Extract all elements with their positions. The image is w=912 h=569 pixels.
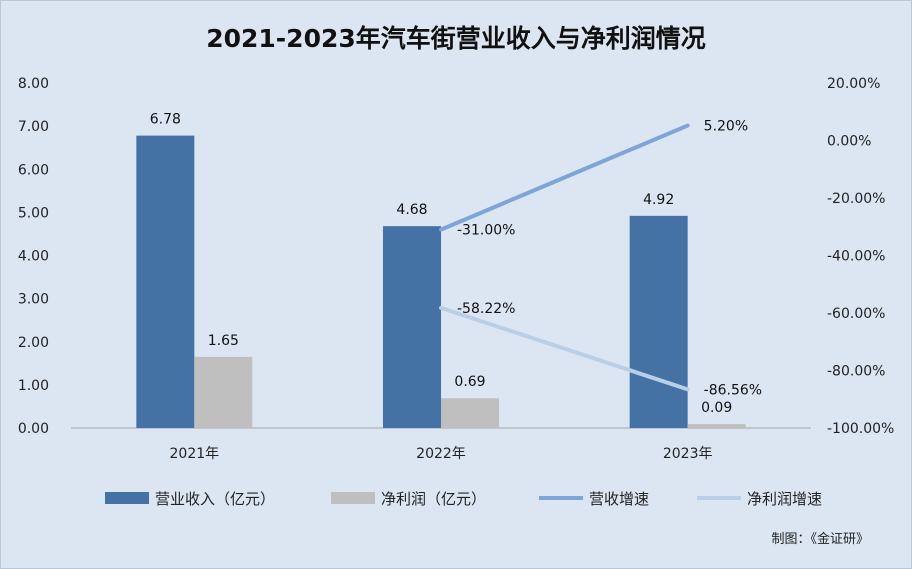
legend-label: 营业收入（亿元） [155,490,275,508]
bar [136,135,195,429]
y-left-tick-label: 4.00 [18,249,49,265]
legend-label: 营收增速 [589,490,649,508]
y-right-tick-label: 20.00% [827,76,880,92]
bar [383,226,441,428]
bar-data-label: 4.68 [396,202,427,218]
bar-data-label: 1.65 [208,333,239,349]
x-tick-label: 2022年 [416,446,466,462]
y-left-tick-label: 7.00 [18,119,49,135]
series-line [439,305,690,392]
y-right-tick-label: -100.00% [827,421,894,437]
y-left-tick-label: 2.00 [18,335,49,351]
legend-label: 净利润增速 [747,490,822,508]
bar [441,398,499,428]
bar-data-label: 0.09 [701,400,732,416]
y-right-tick-label: 0.00% [827,134,871,150]
bar-data-label: 6.78 [150,112,181,128]
bar [194,356,253,428]
chart-title: 2021-2023年汽车街营业收入与净利润情况 [206,24,706,53]
y-right-tick-label: -60.00% [827,306,885,322]
line-data-label: 5.20% [704,119,748,135]
y-left-tick-label: 0.00 [18,421,49,437]
y-right-tick-label: -80.00% [827,364,885,380]
y-left-tick-label: 1.00 [18,378,49,394]
bar-data-label: 0.69 [454,374,485,390]
y-left-tick-label: 6.00 [18,162,49,178]
series-line [439,123,690,232]
x-tick-label: 2021年 [170,446,220,462]
line-data-label: -31.00% [457,223,515,239]
legend-label: 净利润（亿元） [381,490,486,508]
legend-swatch [331,492,375,504]
y-right-tick-label: -40.00% [827,249,885,265]
y-right-tick-label: -20.00% [827,191,885,207]
y-left-tick-label: 8.00 [18,76,49,92]
line-data-label: -58.22% [457,301,515,317]
bar [629,215,688,428]
y-left-tick-label: 3.00 [18,292,49,308]
legend-swatch [105,492,149,504]
y-left-tick-label: 5.00 [18,205,49,221]
bar-data-label: 4.92 [643,192,674,208]
line-data-label: -86.56% [704,382,762,398]
bar [687,424,746,428]
source-note: 制图：《金证研》 [771,531,869,547]
x-tick-label: 2023年 [663,446,713,462]
